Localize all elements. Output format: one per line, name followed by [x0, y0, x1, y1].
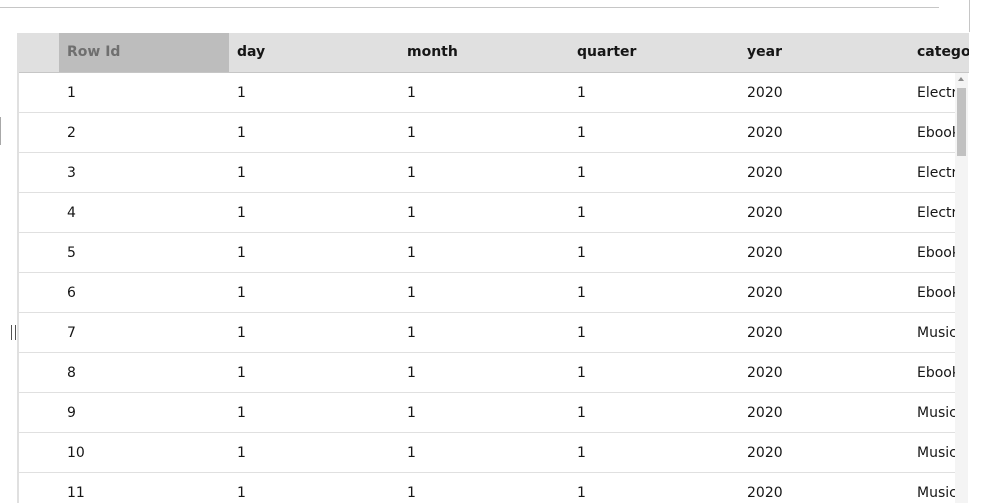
cell-month: 1 — [407, 125, 416, 141]
cell-month: 1 — [407, 285, 416, 301]
cell-quarter: 1 — [577, 325, 586, 341]
cell-month: 1 — [407, 365, 416, 381]
panel-divider — [969, 0, 970, 32]
table-row[interactable]: 1 1 1 1 2020 Electr — [19, 73, 957, 113]
cell-year: 2020 — [747, 285, 783, 301]
cell-quarter: 1 — [577, 205, 586, 221]
cell-day: 1 — [237, 245, 246, 261]
cell-year: 2020 — [747, 85, 783, 101]
data-grid: Row Id day month quarter year categor 1 … — [19, 33, 969, 503]
cell-category: Ebook — [917, 245, 960, 261]
table-row[interactable]: 3 1 1 1 2020 Electr — [19, 153, 957, 193]
cell-month: 1 — [407, 85, 416, 101]
cell-row-id: 6 — [67, 285, 76, 301]
cell-year: 2020 — [747, 165, 783, 181]
cell-day: 1 — [237, 445, 246, 461]
table-row[interactable]: 10 1 1 1 2020 Music — [19, 433, 957, 473]
scrollbar-thumb[interactable] — [957, 88, 966, 156]
column-header-quarter[interactable]: quarter — [577, 44, 637, 60]
table-row[interactable]: 6 1 1 1 2020 Ebook — [19, 273, 960, 313]
cell-category: Ebook — [917, 365, 960, 381]
table-row[interactable]: 8 1 1 1 2020 Ebook — [19, 353, 960, 393]
cell-category: Electr — [917, 165, 958, 181]
cell-quarter: 1 — [577, 485, 586, 501]
cell-row-id: 7 — [67, 325, 76, 341]
cell-month: 1 — [407, 205, 416, 221]
cell-row-id: 2 — [67, 125, 76, 141]
cell-day: 1 — [237, 285, 246, 301]
panel-resize-handle[interactable] — [11, 325, 16, 340]
cell-day: 1 — [237, 325, 246, 341]
cell-quarter: 1 — [577, 405, 586, 421]
left-panel-border — [17, 33, 19, 503]
cell-quarter: 1 — [577, 85, 586, 101]
column-header-row-id[interactable]: Row Id — [59, 33, 229, 72]
column-header-month[interactable]: month — [407, 44, 458, 60]
cell-row-id: 5 — [67, 245, 76, 261]
cell-quarter: 1 — [577, 125, 586, 141]
column-header-day[interactable]: day — [237, 44, 266, 60]
cell-quarter: 1 — [577, 165, 586, 181]
cell-row-id: 10 — [67, 445, 85, 461]
cell-row-id: 8 — [67, 365, 76, 381]
left-panel — [0, 33, 17, 503]
cell-row-id: 4 — [67, 205, 76, 221]
cell-day: 1 — [237, 405, 246, 421]
table-row[interactable]: 2 1 1 1 2020 Ebook — [19, 113, 960, 153]
cell-category: Music — [917, 325, 957, 341]
table-row[interactable]: 4 1 1 1 2020 Electr — [19, 193, 957, 233]
column-header-year[interactable]: year — [747, 44, 782, 60]
column-header-category[interactable]: categor — [917, 44, 969, 60]
right-margin — [969, 33, 989, 503]
table-row[interactable]: 7 1 1 1 2020 Music — [19, 313, 957, 353]
cell-category: Ebook — [917, 125, 960, 141]
table-body: 1 1 1 1 2020 Electr 2 1 1 1 2020 Ebook 3… — [19, 73, 960, 503]
cell-year: 2020 — [747, 485, 783, 501]
cell-day: 1 — [237, 485, 246, 501]
left-panel-tick — [0, 117, 1, 145]
cell-month: 1 — [407, 405, 416, 421]
cell-month: 1 — [407, 245, 416, 261]
cell-quarter: 1 — [577, 445, 586, 461]
cell-category: Music — [917, 405, 957, 421]
top-toolbar-edge — [0, 0, 939, 8]
cell-month: 1 — [407, 485, 416, 501]
cell-year: 2020 — [747, 445, 783, 461]
cell-year: 2020 — [747, 125, 783, 141]
cell-year: 2020 — [747, 245, 783, 261]
cell-month: 1 — [407, 165, 416, 181]
cell-day: 1 — [237, 125, 246, 141]
table-header: Row Id day month quarter year categor — [19, 33, 969, 73]
cell-day: 1 — [237, 85, 246, 101]
cell-year: 2020 — [747, 405, 783, 421]
cell-row-id: 3 — [67, 165, 76, 181]
cell-category: Music — [917, 445, 957, 461]
cell-year: 2020 — [747, 325, 783, 341]
cell-year: 2020 — [747, 365, 783, 381]
table-row[interactable]: 9 1 1 1 2020 Music — [19, 393, 957, 433]
table-row[interactable]: 11 1 1 1 2020 Music — [19, 473, 957, 503]
scroll-up-arrow-icon[interactable] — [958, 77, 964, 81]
cell-quarter: 1 — [577, 365, 586, 381]
cell-quarter: 1 — [577, 245, 586, 261]
cell-category: Electr — [917, 85, 958, 101]
cell-day: 1 — [237, 205, 246, 221]
cell-row-id: 11 — [67, 485, 85, 501]
cell-year: 2020 — [747, 205, 783, 221]
cell-day: 1 — [237, 365, 246, 381]
cell-category: Music — [917, 485, 957, 501]
cell-month: 1 — [407, 325, 416, 341]
cell-day: 1 — [237, 165, 246, 181]
cell-category: Ebook — [917, 285, 960, 301]
cell-category: Electr — [917, 205, 958, 221]
cell-month: 1 — [407, 445, 416, 461]
vertical-scrollbar[interactable] — [955, 73, 968, 503]
cell-row-id: 1 — [67, 85, 76, 101]
cell-row-id: 9 — [67, 405, 76, 421]
cell-quarter: 1 — [577, 285, 586, 301]
table-row[interactable]: 5 1 1 1 2020 Ebook — [19, 233, 960, 273]
